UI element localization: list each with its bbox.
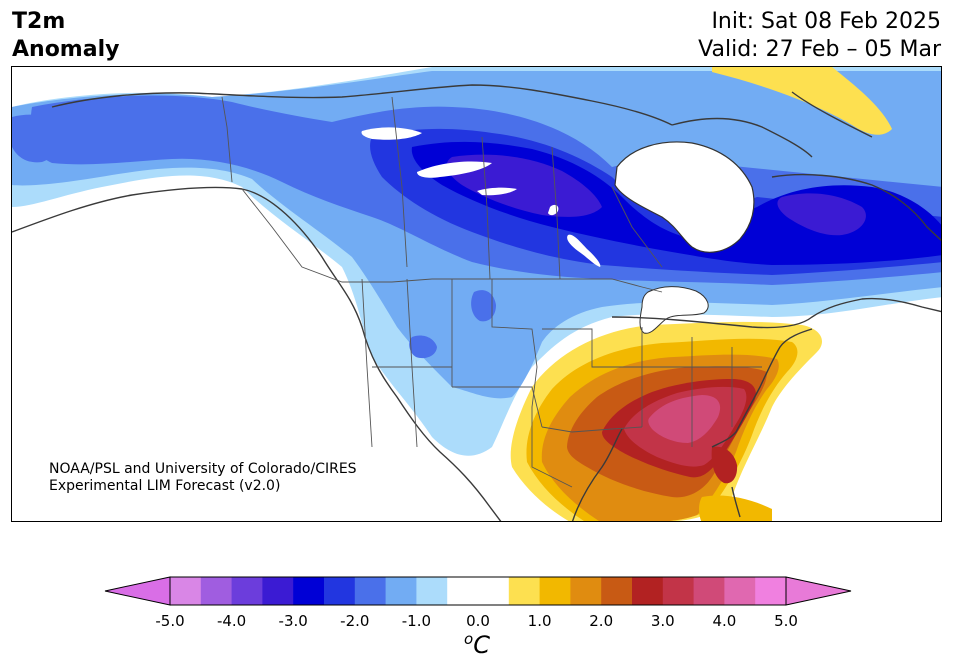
colorbar-segment xyxy=(170,577,202,605)
colorbar-segment xyxy=(724,577,756,605)
anomaly-band-plus-3-5 xyxy=(648,395,721,443)
political-borders xyxy=(221,96,762,488)
colorbar-segment xyxy=(478,577,510,605)
colorbar-over-arrow xyxy=(785,576,852,606)
anomaly-band-minus-1-0-west xyxy=(12,114,64,163)
init-date-label: Init: Sat 08 Feb 2025 xyxy=(711,9,941,34)
colorbar-unit-label: oC xyxy=(464,630,490,659)
colorbar-segment xyxy=(632,577,664,605)
greenland-warm-band xyxy=(712,67,892,135)
colorbar xyxy=(104,576,852,606)
colorbar-segment xyxy=(570,577,602,605)
florida-warm-band xyxy=(711,446,738,484)
colorbar-segment xyxy=(324,577,356,605)
valid-date-label: Valid: 27 Feb – 05 Mar xyxy=(698,37,941,62)
lake-winnipeg xyxy=(567,234,601,267)
anomaly-band-minus-3-0 xyxy=(446,154,602,217)
colorbar-segment xyxy=(601,577,633,605)
lake-athabasca xyxy=(477,187,517,196)
map-title: T2m Anomaly xyxy=(12,8,119,64)
colorbar-tick-label: -1.0 xyxy=(401,612,432,630)
unit-celsius: C xyxy=(473,631,490,659)
coastlines xyxy=(12,84,941,521)
anomaly-band-minus-1-0-rockies xyxy=(471,290,496,322)
great-bear-lake xyxy=(361,127,422,140)
colorbar-tick-label: 0.0 xyxy=(466,612,490,630)
hudson-bay xyxy=(614,141,755,253)
colorbar-tick-label: -5.0 xyxy=(155,612,185,630)
colorbar-segment xyxy=(416,577,448,605)
colorbar-tick-label: 4.0 xyxy=(712,612,737,630)
unit-degree-symbol: o xyxy=(464,630,474,648)
colorbar-segment xyxy=(693,577,725,605)
title-type: Anomaly xyxy=(12,37,120,62)
colorbar-tick-label: 2.0 xyxy=(589,612,614,630)
colorbar-tick-label: -2.0 xyxy=(340,612,370,630)
cuba-warm-band xyxy=(699,495,772,521)
colorbar-segment xyxy=(508,577,541,605)
colorbar-segment xyxy=(200,577,233,605)
forecast-dates: Init: Sat 08 Feb 2025 Valid: 27 Feb – 05… xyxy=(698,8,941,64)
title-variable: T2m xyxy=(12,9,66,34)
colorbar-tick-label: 3.0 xyxy=(650,612,675,630)
colorbar-segment xyxy=(447,577,479,605)
credit-line-1: NOAA/PSL and University of Colorado/CIRE… xyxy=(49,461,357,477)
colorbar-under-arrow xyxy=(104,576,171,606)
credit-line-2: Experimental LIM Forecast (v2.0) xyxy=(49,478,281,494)
colorbar-tick-label: 5.0 xyxy=(774,612,798,630)
map-canvas xyxy=(12,67,941,521)
anomaly-band-minus-1-0-utah xyxy=(409,335,437,359)
colorbar-segment xyxy=(385,577,417,605)
colorbar-tick-label: 1.0 xyxy=(527,612,552,630)
colorbar-frame xyxy=(169,576,787,606)
colorbar-segment xyxy=(262,577,294,605)
great-slave-lake xyxy=(417,161,492,178)
colorbar-segment xyxy=(231,577,263,605)
colorbar-segment xyxy=(662,577,695,605)
colorbar-segment xyxy=(293,577,325,605)
anomaly-map xyxy=(11,66,942,522)
colorbar-tick-label: -4.0 xyxy=(216,612,247,630)
colorbar-segment xyxy=(354,577,387,605)
colorbar-segment xyxy=(539,577,571,605)
reindeer-lake xyxy=(548,204,559,216)
colorbar-tick-label: -3.0 xyxy=(278,612,308,630)
anomaly-band-minus-3-0-east xyxy=(777,193,866,236)
credit-text: NOAA/PSL and University of Colorado/CIRE… xyxy=(49,461,357,495)
colorbar-segment xyxy=(755,577,787,605)
